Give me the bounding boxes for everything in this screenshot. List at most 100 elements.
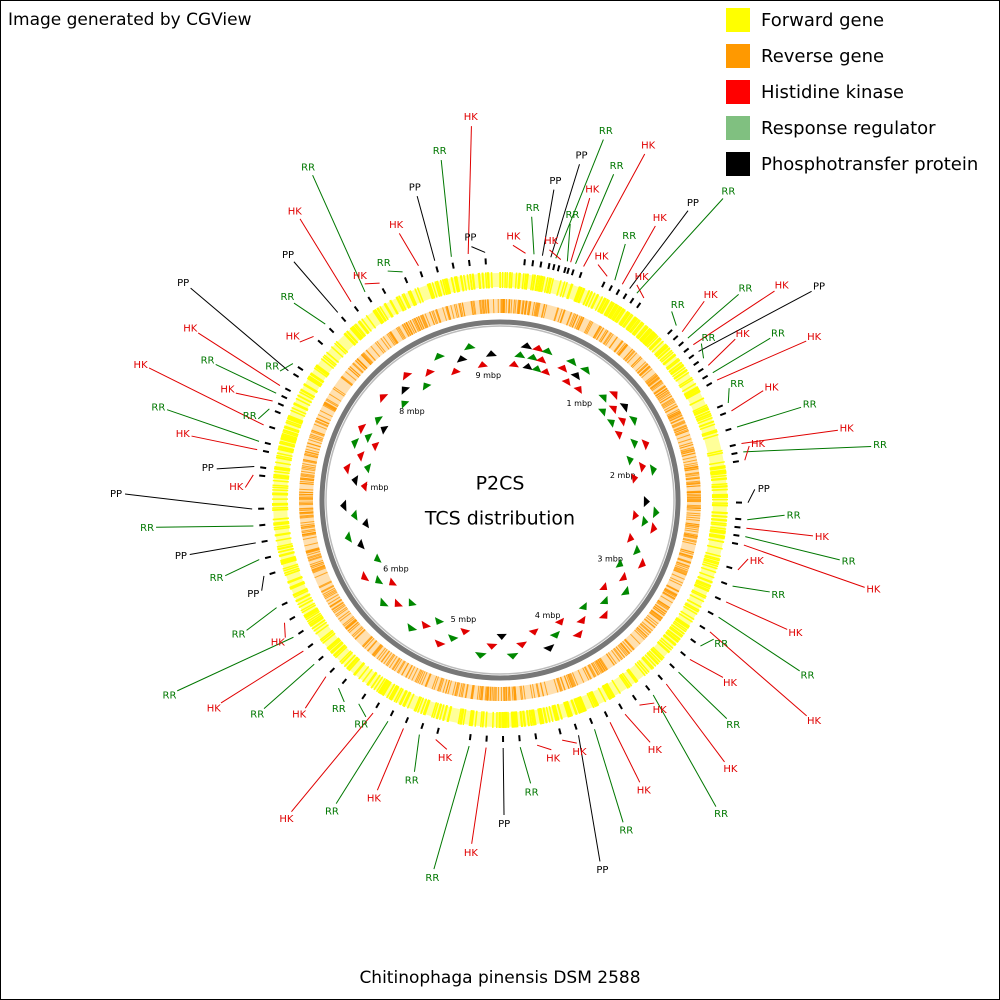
legend-label: Forward gene xyxy=(761,10,884,31)
forward-gene xyxy=(620,312,631,327)
forward-gene xyxy=(589,691,598,707)
tcs-marker xyxy=(360,481,368,492)
reverse-gene xyxy=(433,676,439,690)
reverse-gene xyxy=(417,670,424,684)
reverse-gene xyxy=(685,477,700,481)
reverse-gene xyxy=(597,659,606,672)
tcs-marker xyxy=(362,518,370,529)
reverse-gene xyxy=(471,685,475,700)
reverse-gene xyxy=(299,514,314,517)
forward-gene xyxy=(343,654,356,668)
feature-tick xyxy=(284,387,292,393)
tcs-marker xyxy=(371,441,380,452)
reverse-gene xyxy=(307,442,321,448)
reverse-gene xyxy=(306,550,321,556)
reverse-gene xyxy=(592,661,601,675)
feature-tick xyxy=(419,271,424,278)
feature-label: PP xyxy=(758,484,770,495)
reverse-gene xyxy=(332,387,345,397)
reverse-gene xyxy=(679,552,693,558)
reverse-gene xyxy=(577,316,584,331)
tcs-marker xyxy=(652,506,660,519)
reverse-gene xyxy=(653,385,666,395)
reverse-gene xyxy=(620,642,631,654)
reverse-gene xyxy=(680,446,695,452)
reverse-gene xyxy=(666,408,680,416)
reverse-gene xyxy=(304,450,319,455)
forward-gene xyxy=(358,320,370,334)
reverse-gene xyxy=(670,417,684,425)
feature-label: RR xyxy=(714,639,728,650)
reverse-gene xyxy=(685,522,700,526)
forward-gene xyxy=(678,612,693,623)
forward-gene xyxy=(694,408,710,417)
feature-callout xyxy=(293,261,339,313)
feature-callout xyxy=(261,575,265,591)
forward-gene xyxy=(272,489,289,492)
forward-gene xyxy=(711,511,728,514)
feature-label: PP xyxy=(175,551,187,562)
reverse-gene xyxy=(367,640,378,652)
feature-callout xyxy=(687,294,739,339)
feature-callout xyxy=(732,585,770,593)
feature-callout xyxy=(744,445,750,461)
tcs-marker xyxy=(379,394,389,403)
feature-label: PP xyxy=(464,233,476,244)
forward-gene xyxy=(334,646,348,659)
forward-gene xyxy=(323,354,337,366)
reverse-gene xyxy=(599,657,609,670)
feature-label: HK xyxy=(367,793,382,804)
feature-callout xyxy=(718,616,800,672)
feature-callout xyxy=(689,659,724,678)
reverse-gene xyxy=(411,667,419,681)
reverse-gene xyxy=(617,644,628,657)
feature-tick xyxy=(328,327,335,334)
reverse-gene xyxy=(682,540,697,546)
reverse-gene xyxy=(565,674,572,689)
tcs-marker xyxy=(638,461,647,473)
forward-gene xyxy=(395,296,405,312)
feature-tick xyxy=(292,373,300,378)
forward-gene xyxy=(605,683,615,698)
reverse-gene xyxy=(299,511,314,514)
reverse-gene xyxy=(595,660,604,674)
reverse-gene xyxy=(568,313,575,327)
reverse-gene xyxy=(324,401,338,410)
forward-gene xyxy=(273,522,290,526)
reverse-gene xyxy=(328,393,342,402)
scale-label: 2 mbp xyxy=(610,471,636,480)
feature-callout xyxy=(681,300,705,333)
forward-gene xyxy=(272,479,289,483)
reverse-gene xyxy=(485,686,488,701)
feature-callout xyxy=(678,671,728,720)
reverse-gene xyxy=(588,664,597,677)
reverse-gene xyxy=(301,465,316,469)
forward-gene xyxy=(607,303,618,319)
reverse-gene xyxy=(657,391,670,400)
reverse-gene xyxy=(319,410,333,418)
reverse-gene xyxy=(669,414,683,422)
feature-callout xyxy=(578,735,601,862)
reverse-gene xyxy=(301,466,316,470)
forward-gene xyxy=(343,333,356,346)
tcs-marker xyxy=(627,532,635,543)
tcs-marker xyxy=(375,575,384,585)
forward-gene xyxy=(704,554,721,561)
reverse-gene xyxy=(342,615,354,626)
forward-gene xyxy=(675,371,690,382)
tcs-marker xyxy=(363,463,372,474)
feature-label: HK xyxy=(807,716,822,727)
tcs-marker xyxy=(626,455,634,466)
feature-callout xyxy=(731,390,764,412)
forward-gene xyxy=(709,529,726,533)
reverse-gene xyxy=(649,612,661,622)
reverse-gene xyxy=(535,683,540,698)
feature-label: RR xyxy=(151,402,165,413)
feature-label: PP xyxy=(110,489,122,500)
reverse-gene xyxy=(662,399,675,408)
reverse-gene xyxy=(614,340,624,353)
reverse-gene xyxy=(641,368,653,379)
reverse-gene xyxy=(302,459,317,463)
forward-gene xyxy=(280,557,297,563)
feature-tick xyxy=(531,260,535,267)
